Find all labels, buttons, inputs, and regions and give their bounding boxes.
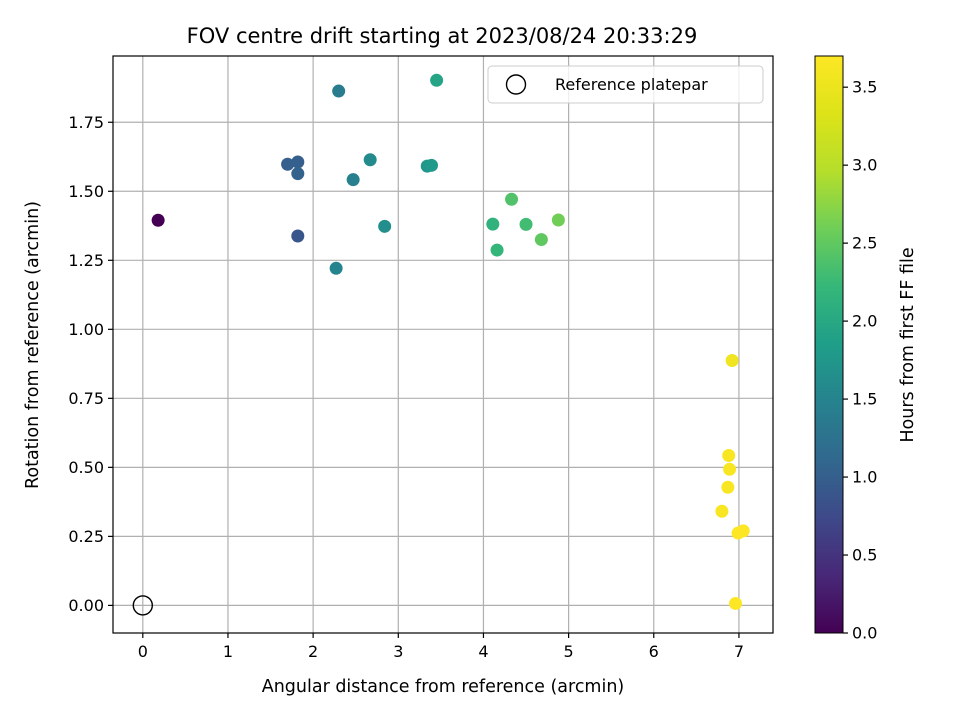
scatter-point	[363, 153, 377, 167]
colorbar-tick-label: 1.5	[852, 390, 877, 409]
x-tick-label: 0	[138, 642, 148, 661]
x-tick-label: 5	[564, 642, 574, 661]
x-axis-ticks: 0 1 2 3 4 5 6 7	[138, 633, 744, 661]
y-axis-ticks: 0.00 0.25 0.50 0.75 1.00 1.25 1.50 1.75	[68, 113, 113, 615]
scatter-point	[291, 167, 305, 181]
x-tick-label: 3	[393, 642, 403, 661]
x-tick-label: 7	[734, 642, 744, 661]
scatter-point	[551, 213, 565, 227]
colorbar-title: Hours from first FF file	[898, 247, 918, 442]
scatter-point	[725, 354, 739, 368]
chart-title: FOV centre drift starting at 2023/08/24 …	[187, 24, 698, 48]
colorbar-tick-label: 2.0	[852, 312, 877, 331]
scatter-points	[151, 73, 750, 610]
x-tick-label: 6	[649, 642, 659, 661]
x-tick-label: 4	[478, 642, 488, 661]
colorbar-tick-label: 0.5	[852, 546, 877, 565]
y-tick-label: 1.50	[68, 182, 104, 201]
legend-box	[487, 65, 764, 104]
scatter-point	[534, 233, 548, 247]
colorbar-tick-label: 0.0	[852, 624, 877, 643]
scatter-point	[332, 84, 346, 98]
scatter-point	[721, 480, 735, 494]
y-tick-label: 0.75	[68, 389, 104, 408]
scatter-point	[715, 504, 729, 518]
scatter-point	[722, 448, 736, 462]
reference-platepar-marker	[132, 595, 154, 616]
plot-area-frame	[112, 55, 774, 634]
colorbar-ticks: 0.0 0.5 1.0 1.5 2.0 2.5 3.0 3.5	[843, 78, 877, 643]
y-axis-title: Rotation from reference (arcmin)	[23, 201, 43, 489]
scatter-point	[378, 219, 392, 233]
legend-label: Reference platepar	[555, 75, 708, 94]
x-tick-label: 2	[308, 642, 318, 661]
colorbar-tick-label: 2.5	[852, 234, 877, 253]
y-tick-label: 0.50	[68, 458, 104, 477]
x-axis-title: Angular distance from reference (arcmin)	[262, 677, 625, 697]
colorbar-tick-label: 1.0	[852, 468, 877, 487]
reference-marker-layer	[132, 595, 154, 616]
y-tick-label: 0.25	[68, 527, 104, 546]
scatter-point	[519, 217, 533, 231]
colorbar-gradient	[814, 55, 844, 634]
y-tick-label: 1.25	[68, 251, 104, 270]
scatter-point	[291, 155, 305, 169]
scatter-point	[430, 73, 444, 87]
x-tick-label: 1	[223, 642, 233, 661]
scatter-point	[346, 173, 360, 187]
grid-lines	[113, 56, 773, 633]
colorbar-tick-label: 3.0	[852, 156, 877, 175]
scatter-point	[731, 526, 745, 540]
y-tick-label: 1.75	[68, 113, 104, 132]
scatter-point	[486, 217, 500, 231]
colorbar-tick-label: 3.5	[852, 78, 877, 97]
scatter-point	[723, 462, 737, 476]
scatter-point	[151, 213, 165, 227]
scatter-point	[505, 192, 519, 206]
y-tick-label: 0.00	[68, 596, 104, 615]
colorbar: 0.0 0.5 1.0 1.5 2.0 2.5 3.0 3.5 Hours from firs…	[814, 55, 918, 643]
legend: Reference platepar	[487, 65, 764, 104]
scatter-point	[281, 157, 295, 171]
scatter-point	[729, 596, 743, 610]
scatter-point	[425, 158, 439, 172]
scatter-point	[329, 261, 343, 275]
legend-marker-icon	[505, 74, 527, 95]
scatter-point	[291, 229, 305, 243]
scatter-point	[490, 243, 504, 257]
y-tick-label: 1.00	[68, 320, 104, 339]
